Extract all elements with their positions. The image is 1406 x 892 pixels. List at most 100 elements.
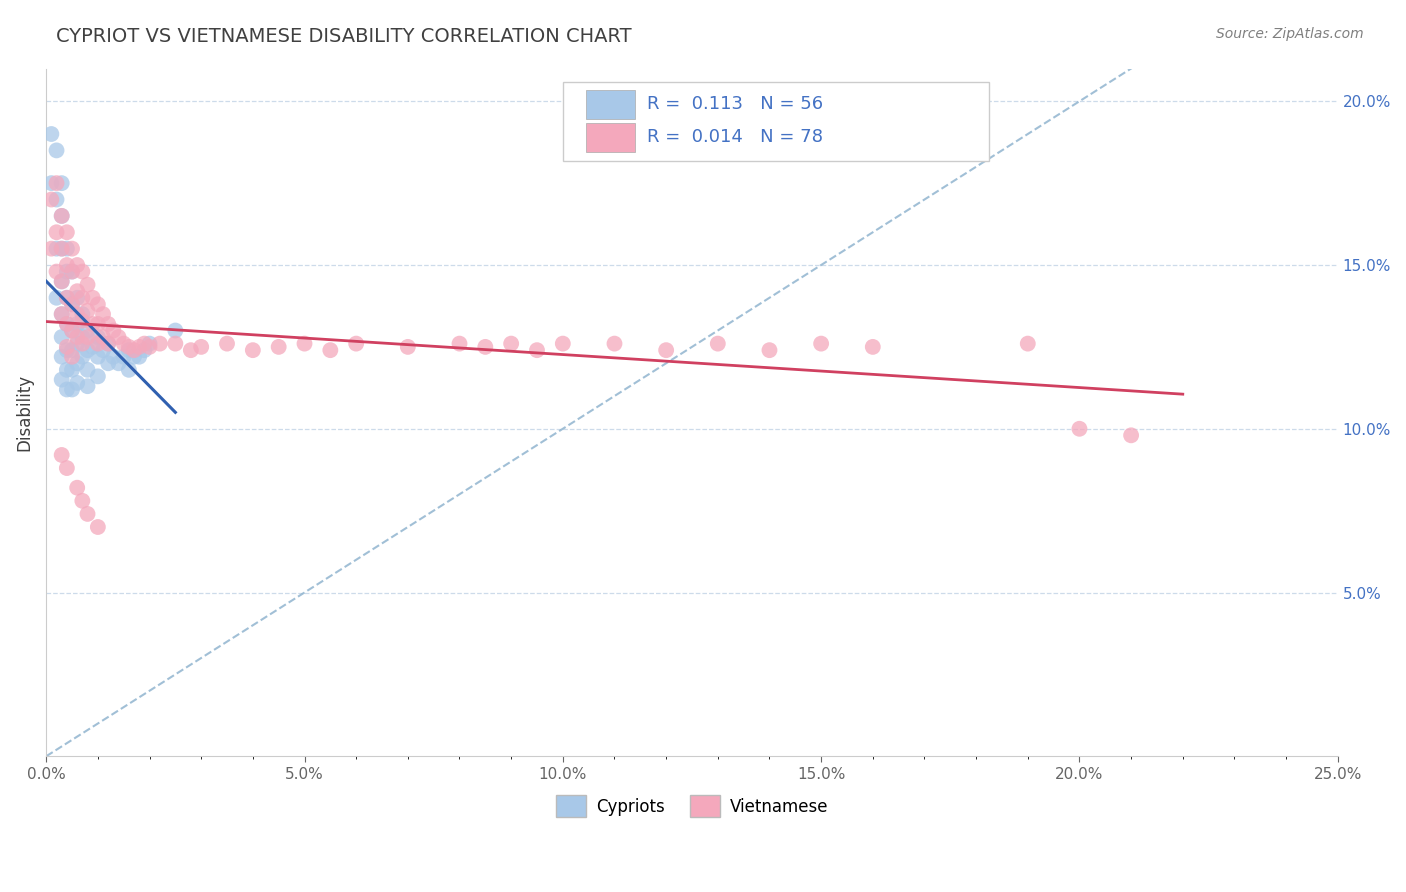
Point <box>51 209 73 223</box>
Point <box>60 363 83 377</box>
Point <box>103 324 125 338</box>
Point <box>118 363 141 377</box>
Point <box>45 176 67 190</box>
Point <box>134 343 156 358</box>
Point <box>56 225 79 239</box>
Point <box>319 343 342 358</box>
Point <box>138 336 160 351</box>
Point <box>810 336 832 351</box>
Text: Source: ZipAtlas.com: Source: ZipAtlas.com <box>1216 27 1364 41</box>
Point <box>91 330 114 344</box>
Point <box>51 274 73 288</box>
Point <box>107 330 129 344</box>
Point <box>72 330 94 344</box>
Point <box>60 264 83 278</box>
Point <box>41 176 63 190</box>
Point <box>87 520 110 534</box>
Point <box>396 340 419 354</box>
Point <box>66 284 89 298</box>
Point <box>72 307 94 321</box>
FancyBboxPatch shape <box>562 82 988 161</box>
Point <box>242 343 264 358</box>
Point <box>60 343 83 358</box>
Point <box>190 340 212 354</box>
Y-axis label: Disability: Disability <box>15 374 32 451</box>
Point <box>45 291 67 305</box>
Point <box>56 291 79 305</box>
Point <box>97 317 120 331</box>
Point <box>1119 428 1142 442</box>
Point <box>76 363 98 377</box>
Point <box>707 336 730 351</box>
Point <box>294 336 316 351</box>
Point <box>215 336 238 351</box>
Point <box>56 363 79 377</box>
Point <box>91 343 114 358</box>
Point <box>76 324 98 338</box>
Point <box>66 307 89 321</box>
Point <box>60 324 83 338</box>
Point <box>51 242 73 256</box>
Point <box>122 343 145 358</box>
Point <box>112 350 135 364</box>
Point <box>51 274 73 288</box>
Point <box>87 297 110 311</box>
Point <box>72 291 94 305</box>
Point <box>551 336 574 351</box>
Point <box>344 336 367 351</box>
FancyBboxPatch shape <box>586 123 636 152</box>
Point <box>56 264 79 278</box>
Point <box>474 340 496 354</box>
Point <box>66 376 89 390</box>
Point <box>41 242 63 256</box>
Point <box>56 258 79 272</box>
Point <box>51 373 73 387</box>
Point <box>72 493 94 508</box>
Point <box>76 343 98 358</box>
Point <box>76 330 98 344</box>
Point <box>103 350 125 364</box>
Point <box>66 336 89 351</box>
Point <box>51 350 73 364</box>
FancyBboxPatch shape <box>586 90 636 119</box>
Point <box>87 317 110 331</box>
Point <box>72 314 94 328</box>
Point <box>118 340 141 354</box>
Point <box>76 507 98 521</box>
Point <box>118 343 141 358</box>
Point <box>72 350 94 364</box>
Point <box>82 291 104 305</box>
Point <box>91 307 114 321</box>
Point <box>56 340 79 354</box>
Point <box>60 383 83 397</box>
Point <box>60 242 83 256</box>
Point <box>45 193 67 207</box>
Point <box>165 336 187 351</box>
Point <box>66 291 89 305</box>
Point <box>165 324 187 338</box>
Point <box>149 336 172 351</box>
Point <box>526 343 548 358</box>
Point <box>107 356 129 370</box>
Point <box>56 383 79 397</box>
Point <box>97 336 120 351</box>
Point <box>51 448 73 462</box>
Point <box>72 264 94 278</box>
Point <box>66 317 89 331</box>
Point <box>41 193 63 207</box>
Point <box>134 336 156 351</box>
Point <box>87 336 110 351</box>
Point <box>97 336 120 351</box>
Point <box>112 336 135 351</box>
Point <box>758 343 780 358</box>
Point <box>449 336 471 351</box>
Point <box>267 340 290 354</box>
Point <box>56 242 79 256</box>
Point <box>501 336 523 351</box>
Point <box>603 336 626 351</box>
Point <box>655 343 678 358</box>
Legend: Cypriots, Vietnamese: Cypriots, Vietnamese <box>550 789 835 823</box>
Point <box>51 209 73 223</box>
Text: R =  0.014   N = 78: R = 0.014 N = 78 <box>647 128 823 146</box>
Point <box>60 350 83 364</box>
